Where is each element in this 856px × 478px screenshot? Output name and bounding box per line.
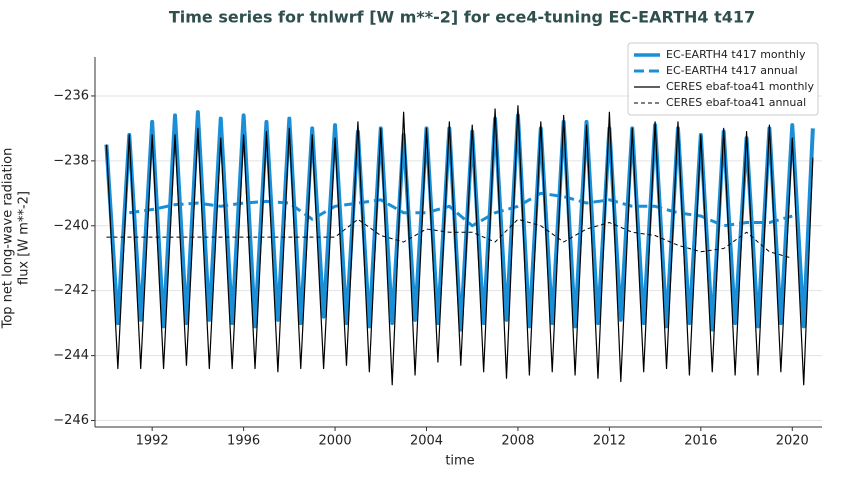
legend: EC-EARTH4 t417 monthly EC-EARTH4 t417 ann…	[627, 42, 819, 116]
series-line	[104, 110, 815, 332]
y-tick-label: −246	[53, 413, 89, 428]
legend-label: EC-EARTH4 t417 monthly	[666, 48, 806, 61]
x-tick-label: 2008	[501, 434, 534, 449]
y-tick-label: −236	[53, 88, 89, 103]
legend-label: EC-EARTH4 t417 annual	[666, 64, 798, 77]
y-axis-label-line: Top net long-wave radiation	[1, 148, 16, 330]
y-tick-label: −242	[53, 283, 89, 298]
series-line	[106, 218, 793, 259]
series-line	[105, 105, 814, 386]
y-tick-label: −240	[53, 218, 89, 233]
series-line	[129, 191, 793, 228]
x-tick-label: 1992	[136, 434, 169, 449]
x-tick-label: 2016	[684, 434, 717, 449]
chart-title: Time series for tnlwrf [W m**-2] for ece…	[169, 8, 755, 27]
x-tick-label: 2012	[593, 434, 626, 449]
x-tick-label: 2020	[776, 434, 809, 449]
legend-label: CERES ebaf-toa41 annual	[666, 96, 806, 109]
x-tick-label: 1996	[227, 434, 260, 449]
x-axis-label: time	[445, 454, 474, 469]
legend-box	[627, 42, 819, 116]
y-axis-label-line: flux [W m**-2]	[17, 191, 32, 285]
x-tick-label: 2000	[319, 434, 352, 449]
y-tick-label: −244	[53, 348, 89, 363]
y-axis-label: Top net long-wave radiation flux [W m**-…	[1, 148, 32, 330]
x-tick-label: 2004	[410, 434, 443, 449]
y-tick-label: −238	[53, 153, 89, 168]
legend-label: CERES ebaf-toa41 monthly	[666, 80, 814, 93]
